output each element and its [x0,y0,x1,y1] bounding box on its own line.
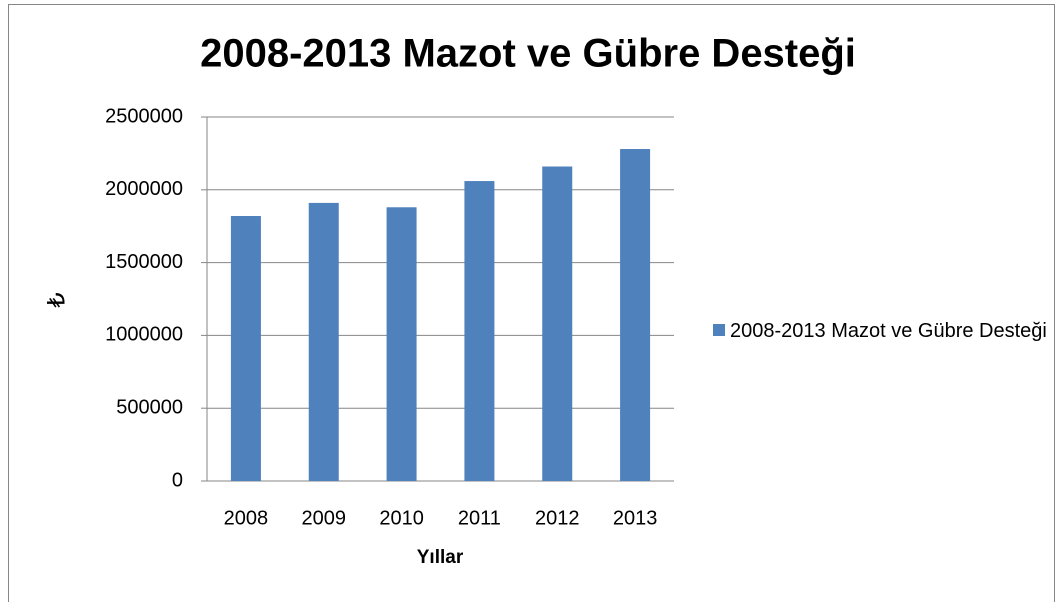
x-tick-label: 2009 [302,507,347,529]
chart-border [8,4,1055,602]
legend-swatch [713,324,725,336]
y-tick-label: 2500000 [105,105,183,127]
x-tick-label: 2013 [613,507,658,529]
chart-title: 2008-2013 Mazot ve Gübre Desteği [200,32,856,76]
bar [386,207,417,481]
y-tick-label: 1500000 [105,251,183,273]
bar [230,216,261,481]
bar [542,166,573,481]
bar [464,181,495,481]
x-tick-label: 2010 [379,507,424,529]
x-tick-label: 2012 [535,507,580,529]
bar [308,202,339,482]
x-tick-label: 2011 [458,507,501,529]
x-tick-label: 2008 [224,507,269,529]
y-tick-label: 2000000 [105,178,183,200]
y-axis-label: ₺ [43,292,70,307]
y-tick-label: 1000000 [105,324,183,346]
legend-label: 2008-2013 Mazot ve Gübre Desteği [730,320,1047,342]
y-tick-label: 0 [172,469,183,491]
x-axis-label: Yıllar [417,547,464,568]
bar [620,149,651,482]
y-tick-label: 500000 [116,396,183,418]
